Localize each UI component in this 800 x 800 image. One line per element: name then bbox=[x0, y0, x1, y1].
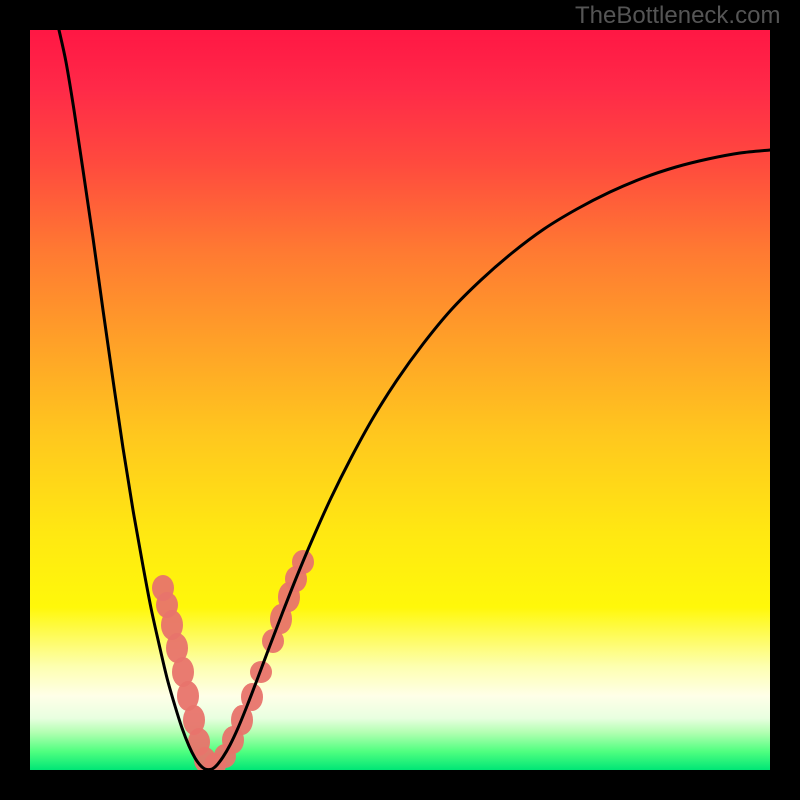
gradient-background bbox=[30, 30, 770, 770]
frame-segment bbox=[0, 0, 30, 800]
watermark-text: TheBottleneck.com bbox=[575, 2, 780, 30]
plot-svg bbox=[0, 0, 800, 800]
chart-root: TheBottleneck.com bbox=[0, 0, 800, 800]
frame-segment bbox=[0, 770, 800, 800]
frame-segment bbox=[770, 0, 800, 800]
